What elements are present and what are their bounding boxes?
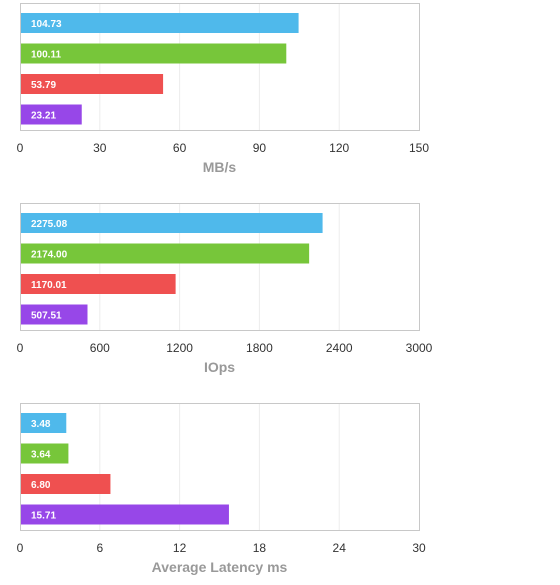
tick-label: 18 <box>253 541 267 555</box>
bar <box>21 413 67 433</box>
data-label: 23.21 <box>31 111 56 122</box>
tick-label: 6 <box>96 541 103 555</box>
tick-label: 60 <box>173 141 187 155</box>
data-label: 15.71 <box>31 511 56 522</box>
bar <box>21 43 287 64</box>
tick-label: 1200 <box>166 341 193 355</box>
data-label: 3.64 <box>31 450 51 461</box>
iops-chart: 2275.08 2174.00 1170.01 507.51 0 600 1200 1800 2… <box>17 203 433 375</box>
tick-label: 30 <box>93 141 107 155</box>
data-label: 2174.00 <box>31 250 68 261</box>
bar <box>21 304 88 325</box>
tick-label: 120 <box>329 141 349 155</box>
bar <box>21 504 229 525</box>
bar <box>21 213 323 233</box>
plot-area <box>20 403 420 531</box>
tick-label: 3000 <box>406 341 433 355</box>
plot-area <box>20 203 420 331</box>
x-axis-title: IOps <box>204 359 235 375</box>
tick-label: 1800 <box>246 341 273 355</box>
tick-label: 0 <box>17 541 24 555</box>
data-label: 1170.01 <box>31 280 67 291</box>
data-label: 507.51 <box>31 311 62 322</box>
tick-label: 90 <box>253 141 267 155</box>
tick-label: 600 <box>90 341 110 355</box>
bar <box>21 104 82 125</box>
tick-label: 150 <box>409 141 429 155</box>
bar <box>21 243 310 264</box>
data-label: 2275.08 <box>31 219 68 230</box>
bar <box>21 13 299 33</box>
bar <box>21 274 176 294</box>
tick-label: 0 <box>17 341 24 355</box>
throughput-chart: 104.73 100.11 53.79 23.21 0 30 60 90 120 150 MB/s <box>17 3 429 175</box>
data-label: 3.48 <box>31 419 51 430</box>
bar <box>21 474 111 494</box>
x-axis-title: Average Latency ms <box>152 559 288 575</box>
latency-chart: 3.48 3.64 6.80 15.71 0 6 12 18 24 30 Average Laten… <box>17 403 426 575</box>
data-label: 100.11 <box>31 50 61 61</box>
bar <box>21 443 69 464</box>
data-label: 104.73 <box>31 19 62 30</box>
plot-area <box>20 3 420 131</box>
tick-label: 24 <box>333 541 347 555</box>
data-label: 53.79 <box>31 80 56 91</box>
x-axis-title: MB/s <box>203 159 237 175</box>
tick-label: 30 <box>412 541 426 555</box>
tick-label: 0 <box>17 141 24 155</box>
tick-label: 2400 <box>326 341 353 355</box>
tick-label: 12 <box>173 541 187 555</box>
data-label: 6.80 <box>31 480 51 491</box>
bar <box>21 74 164 94</box>
